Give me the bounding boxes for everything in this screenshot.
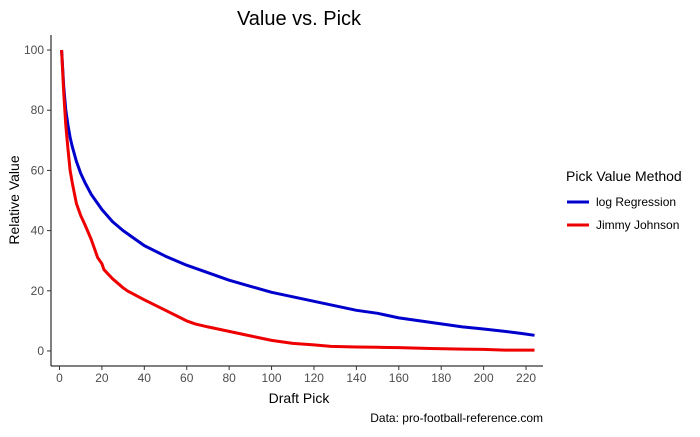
y-axis-ticks: 0 20 40 60 80 100 <box>24 43 51 358</box>
x-tick-label: 120 <box>304 371 324 385</box>
x-axis-title: Draft Pick <box>269 390 331 406</box>
x-axis-ticks: 0 20 40 60 80 100 120 140 160 180 200 220 <box>56 366 536 385</box>
x-tick-label: 0 <box>56 371 63 385</box>
x-tick-label: 100 <box>262 371 282 385</box>
legend-label-0: log Regression <box>596 195 676 209</box>
plot-area <box>60 49 535 352</box>
y-tick-label: 60 <box>31 163 45 177</box>
legend-title: Pick Value Method <box>566 168 682 184</box>
x-tick-label: 20 <box>95 371 109 385</box>
x-tick-label: 60 <box>180 371 194 385</box>
chart-title: Value vs. Pick <box>237 8 362 30</box>
caption: Data: pro-football-reference.com <box>370 411 543 425</box>
x-tick-label: 180 <box>431 371 451 385</box>
x-tick-label: 140 <box>346 371 366 385</box>
series-line-0 <box>60 49 535 337</box>
legend-label-1: Jimmy Johnson <box>596 218 679 232</box>
series-line-1 <box>60 49 535 352</box>
x-tick-label: 80 <box>222 371 236 385</box>
y-axis-title: Relative Value <box>6 155 22 244</box>
y-tick-label: 100 <box>24 43 44 57</box>
legend: log Regression Jimmy Johnson <box>567 195 679 232</box>
y-tick-label: 80 <box>31 103 45 117</box>
y-tick-label: 0 <box>37 344 44 358</box>
y-tick-label: 40 <box>31 224 45 238</box>
y-tick-label: 20 <box>31 284 45 298</box>
x-tick-label: 200 <box>474 371 494 385</box>
x-tick-label: 160 <box>389 371 409 385</box>
x-tick-label: 220 <box>516 371 536 385</box>
x-tick-label: 40 <box>138 371 152 385</box>
